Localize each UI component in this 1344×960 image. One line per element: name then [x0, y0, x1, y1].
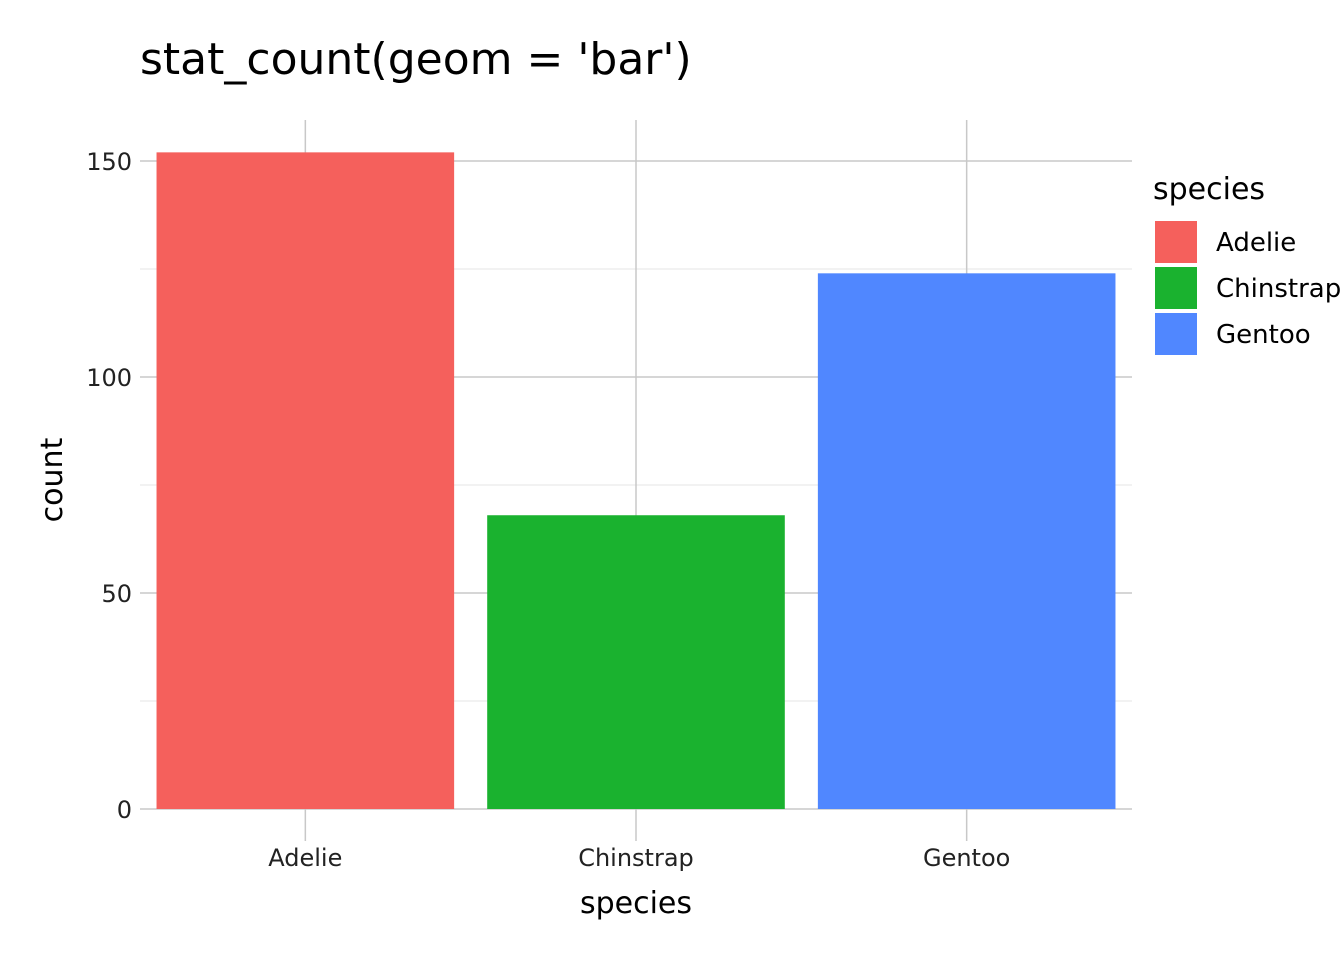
y-axis-title: count [35, 437, 70, 522]
bar-chinstrap [487, 515, 785, 809]
y-tick-label: 0 [117, 796, 132, 824]
x-axis-title: species [580, 886, 692, 921]
bar-gentoo [817, 273, 1116, 809]
y-tick-label: 150 [86, 148, 132, 176]
legend: species Adelie Chinstrap Gentoo [1153, 172, 1341, 355]
y-axis-ticks: 0 50 100 150 [86, 148, 132, 824]
y-tick-label: 50 [101, 580, 132, 608]
bar-adelie [156, 152, 455, 810]
legend-label-gentoo: Gentoo [1216, 320, 1311, 350]
legend-swatch-gentoo [1155, 313, 1197, 355]
chart-title: stat_count(geom = 'bar') [140, 34, 692, 85]
legend-swatch-chinstrap [1155, 267, 1197, 309]
x-axis-ticks: Adelie Chinstrap Gentoo [268, 844, 1010, 872]
legend-label-adelie: Adelie [1216, 228, 1296, 258]
legend-label-chinstrap: Chinstrap [1216, 274, 1341, 304]
x-tick-label: Chinstrap [578, 844, 694, 872]
x-tick-label: Adelie [268, 844, 342, 872]
legend-swatch-adelie [1155, 221, 1197, 263]
x-tick-label: Gentoo [923, 844, 1010, 872]
bars [156, 152, 1116, 810]
legend-title: species [1153, 172, 1265, 207]
y-tick-label: 100 [86, 364, 132, 392]
